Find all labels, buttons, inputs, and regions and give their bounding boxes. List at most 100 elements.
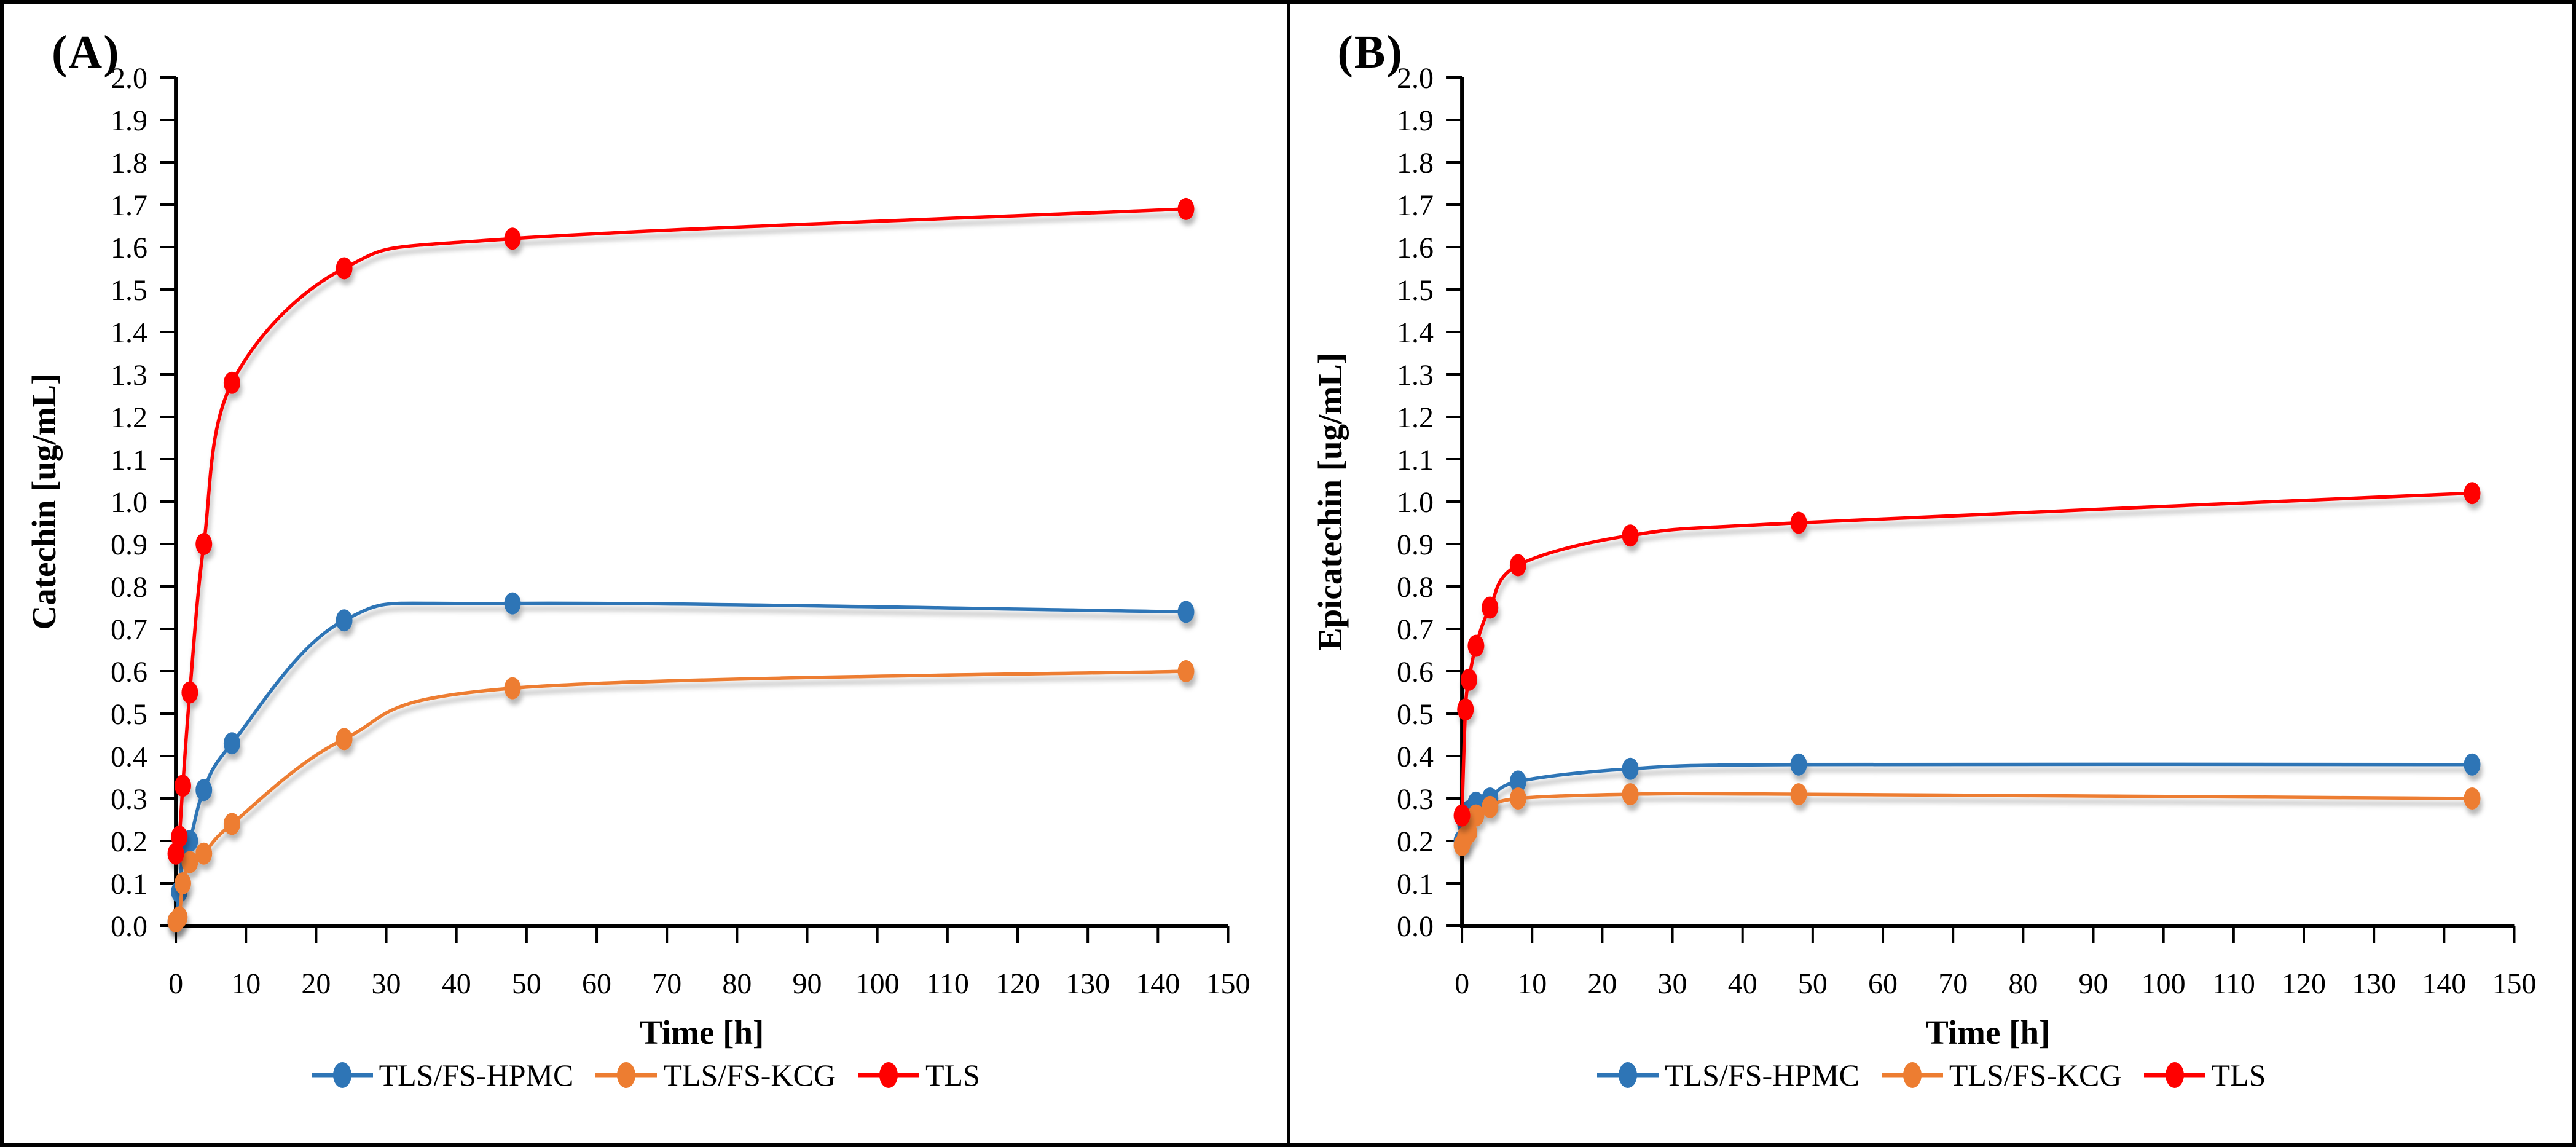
svg-text:20: 20 [1587,968,1617,1000]
svg-text:110: 110 [926,968,969,1000]
svg-text:140: 140 [1136,968,1180,1000]
svg-text:1.6: 1.6 [111,232,147,264]
svg-text:Epicatechin [ug/mL]: Epicatechin [ug/mL] [1311,353,1349,650]
legend-label: TLS [925,1058,980,1092]
svg-text:150: 150 [2492,968,2536,1000]
svg-text:1.3: 1.3 [111,359,147,392]
svg-text:0.5: 0.5 [1397,698,1434,731]
svg-text:80: 80 [722,968,752,1000]
svg-text:80: 80 [2008,968,2038,1000]
svg-text:0.2: 0.2 [1397,826,1434,858]
svg-text:130: 130 [1066,968,1110,1000]
svg-text:2.0: 2.0 [1397,62,1434,95]
svg-text:110: 110 [2212,968,2255,1000]
svg-text:1.4: 1.4 [1397,317,1434,349]
svg-text:0.7: 0.7 [111,613,147,646]
legend-marker-icon [311,1062,373,1088]
legend-panel-a: TLS/FS-HPMC TLS/FS-KCG TLS [4,1056,1287,1094]
svg-text:60: 60 [582,968,611,1000]
svg-text:0.0: 0.0 [111,910,147,943]
svg-text:0.6: 0.6 [1397,656,1434,688]
catechin-release-chart: 0.0 0.1 0.2 0.3 0.4 0.5 0.6 0.7 0.8 0.9 1.0 1.1 1.2 1… [25,62,1250,1051]
svg-text:0.5: 0.5 [111,698,147,731]
legend-marker-icon [1881,1062,1943,1088]
legend-label: TLS/FS-HPMC [1665,1058,1859,1092]
svg-text:0.7: 0.7 [1397,613,1434,646]
legend-marker-icon [595,1062,658,1088]
svg-text:0: 0 [1455,968,1469,1000]
svg-text:50: 50 [1797,968,1827,1000]
svg-text:2.0: 2.0 [111,62,147,95]
svg-text:1.9: 1.9 [1397,104,1434,137]
svg-text:1.8: 1.8 [1397,147,1434,179]
svg-text:90: 90 [2078,968,2108,1000]
svg-text:1.2: 1.2 [1397,401,1434,434]
svg-text:10: 10 [1517,968,1547,1000]
svg-text:60: 60 [1868,968,1898,1000]
legend-label: TLS/FS-KCG [663,1058,836,1092]
legend-label: TLS/FS-KCG [1949,1058,2122,1092]
svg-text:0.0: 0.0 [1397,910,1434,943]
svg-text:120: 120 [2281,968,2325,1000]
svg-text:Catechin [ug/mL]: Catechin [ug/mL] [25,373,63,629]
svg-text:1.6: 1.6 [1397,232,1434,264]
svg-text:1.7: 1.7 [1397,189,1434,222]
svg-text:140: 140 [2422,968,2466,1000]
svg-text:1.5: 1.5 [111,274,147,307]
legend-label: TLS [2211,1058,2266,1092]
svg-text:20: 20 [301,968,331,1000]
panel-b-label: (B) [1337,26,1404,78]
svg-text:30: 30 [1657,968,1687,1000]
svg-text:1.1: 1.1 [1397,444,1434,476]
svg-text:70: 70 [1938,968,1968,1000]
legend-marker-icon [1597,1062,1659,1088]
legend-panel-b: TLS/FS-HPMC TLS/FS-KCG TLS [1290,1056,2573,1094]
svg-text:10: 10 [231,968,261,1000]
svg-text:0.9: 0.9 [111,529,147,561]
svg-text:0.8: 0.8 [111,571,147,604]
svg-text:40: 40 [1727,968,1757,1000]
svg-text:100: 100 [2141,968,2185,1000]
panel-b: 0.0 0.1 0.2 0.3 0.4 0.5 0.6 0.7 0.8 0.9 1.0 1.1 1.2 1… [1286,4,2573,1143]
svg-text:1.0: 1.0 [111,486,147,519]
panel-a-label: (A) [52,26,120,78]
svg-text:1.5: 1.5 [1397,274,1434,307]
legend-label: TLS/FS-HPMC [379,1058,574,1092]
svg-text:0.6: 0.6 [111,656,147,688]
svg-text:1.7: 1.7 [111,189,147,222]
svg-text:150: 150 [1206,968,1250,1000]
svg-text:0.8: 0.8 [1397,571,1434,604]
legend-marker-icon [2143,1062,2205,1088]
svg-text:0.4: 0.4 [111,741,147,773]
svg-text:120: 120 [995,968,1040,1000]
legend-marker-icon [858,1062,919,1088]
svg-text:1.3: 1.3 [1397,359,1434,392]
svg-text:40: 40 [442,968,471,1000]
svg-text:1.0: 1.0 [1397,486,1434,519]
svg-text:0.9: 0.9 [1397,529,1434,561]
svg-text:0.1: 0.1 [1397,868,1434,901]
svg-text:0: 0 [168,968,183,1000]
svg-text:0.4: 0.4 [1397,741,1434,773]
svg-text:0.2: 0.2 [111,826,147,858]
svg-text:1.8: 1.8 [111,147,147,179]
legend-item: TLS [857,1056,980,1094]
svg-text:100: 100 [855,968,900,1000]
svg-text:1.1: 1.1 [111,444,147,476]
legend-item: TLS/FS-KCG [1880,1056,2122,1094]
svg-text:0.3: 0.3 [111,783,147,816]
svg-text:70: 70 [652,968,681,1000]
svg-text:130: 130 [2352,968,2396,1000]
svg-text:Time [h]: Time [h] [1926,1014,2050,1051]
legend-item: TLS [2143,1056,2266,1094]
svg-text:1.4: 1.4 [111,317,147,349]
legend-item: TLS/FS-KCG [594,1056,836,1094]
svg-text:0.1: 0.1 [111,868,147,901]
panel-a: 0.0 0.1 0.2 0.3 0.4 0.5 0.6 0.7 0.8 0.9 1.0 1.1 1.2 1… [4,4,1287,1143]
svg-text:1.2: 1.2 [111,401,147,434]
legend-item: TLS/FS-HPMC [1596,1056,1859,1094]
svg-text:0.3: 0.3 [1397,783,1434,816]
svg-text:50: 50 [512,968,541,1000]
legend-item: TLS/FS-HPMC [310,1056,574,1094]
